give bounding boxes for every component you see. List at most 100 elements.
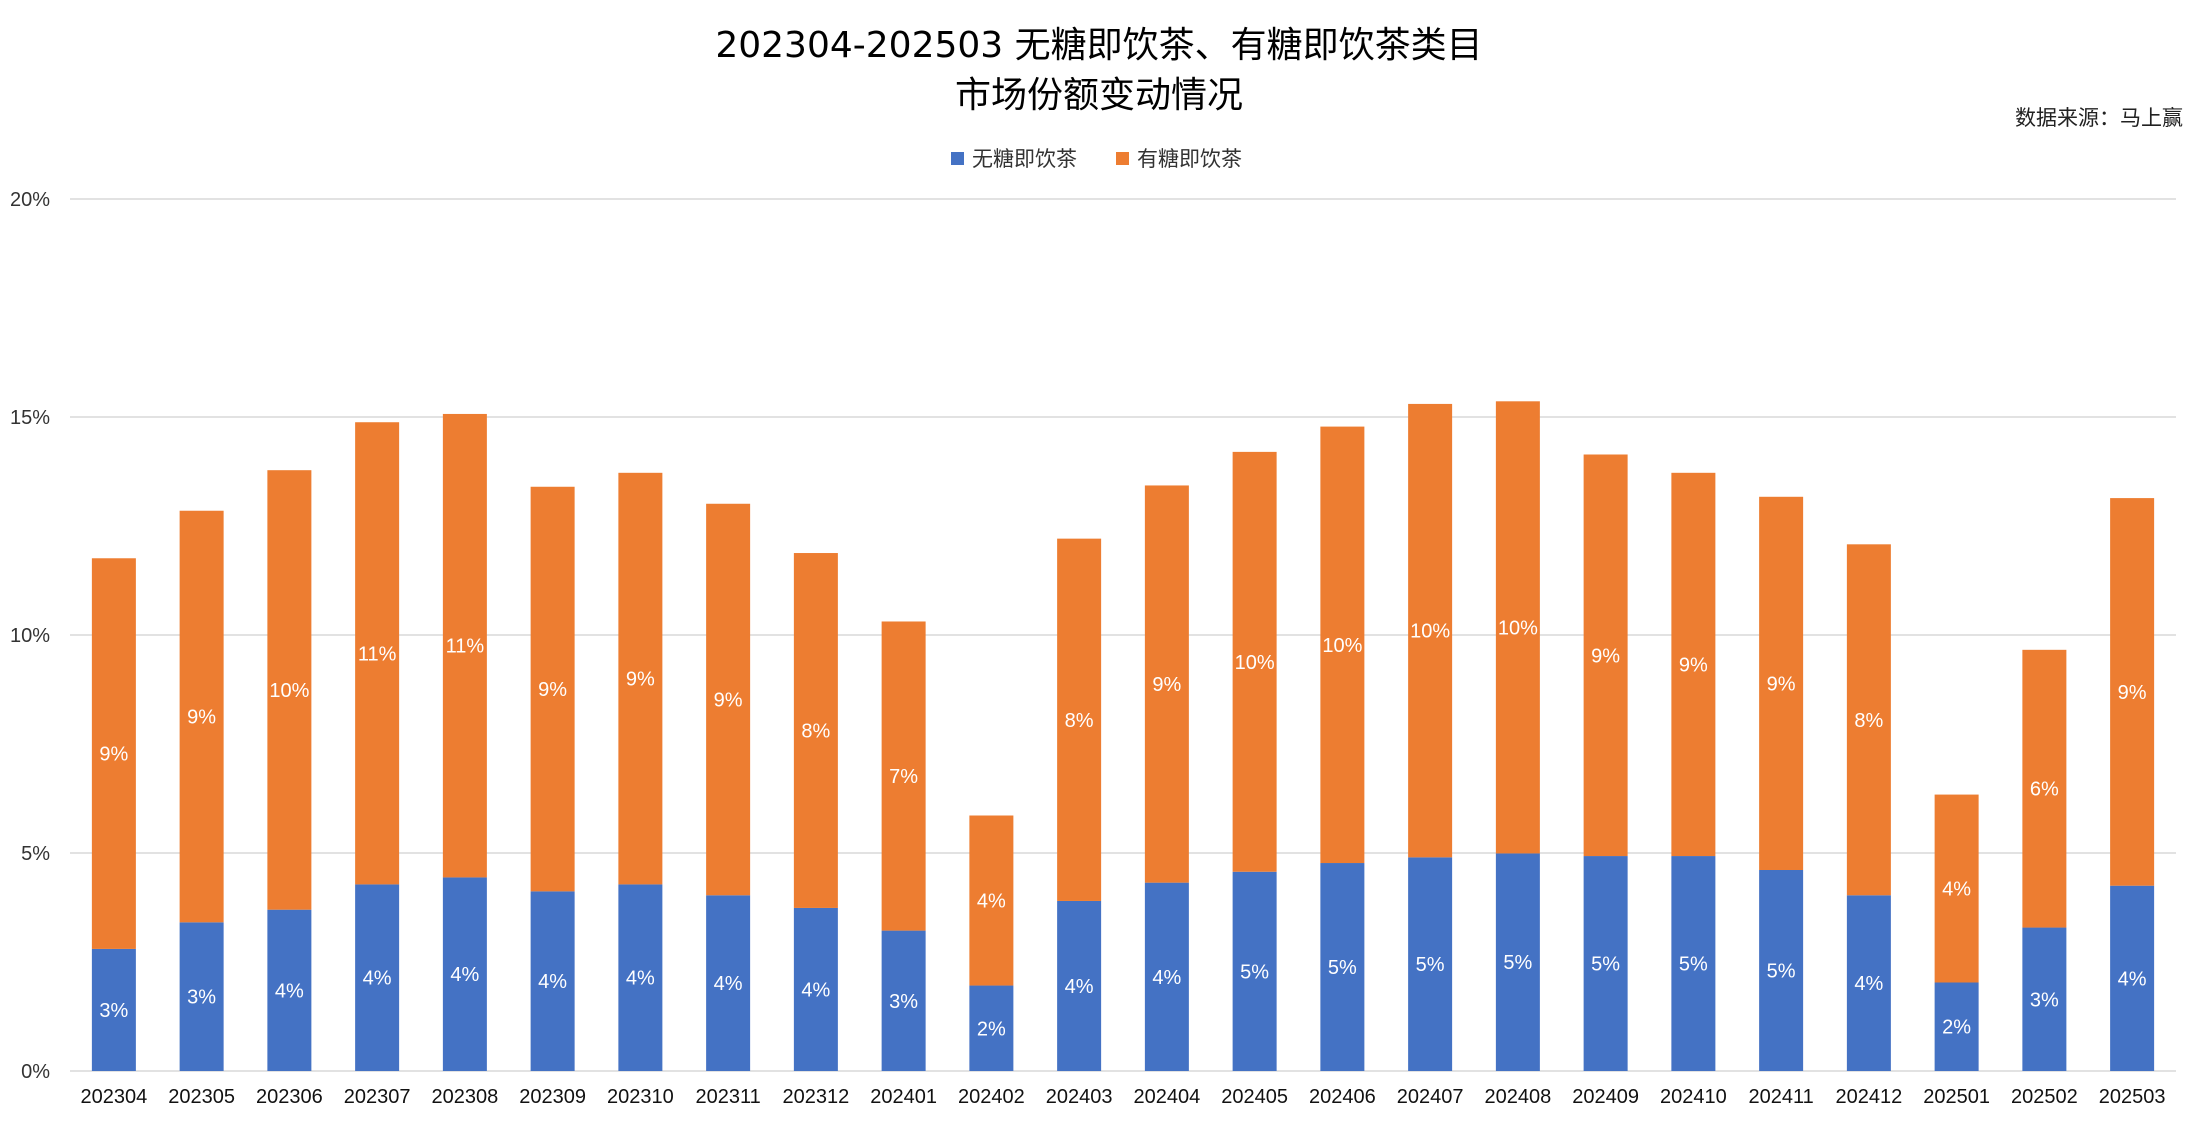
data-label-sugared: 9% <box>1152 674 1181 696</box>
legend-label-sugared: 有糖即饮茶 <box>1137 147 1242 171</box>
bar-segment-sugar-free <box>1495 853 1540 1071</box>
bar-segment-sugared <box>1057 538 1102 901</box>
data-label-sugar-free: 5% <box>1240 961 1269 983</box>
data-label-sugar-free: 4% <box>538 971 567 993</box>
data-label-sugar-free: 2% <box>1942 1017 1971 1039</box>
bar-segment-sugar-free <box>706 895 751 1071</box>
x-category-label: 202503 <box>2099 1086 2166 1108</box>
data-label-sugar-free: 4% <box>275 980 304 1002</box>
data-label-sugared: 8% <box>801 720 830 742</box>
data-label-sugar-free: 5% <box>1591 954 1620 976</box>
data-label-sugar-free: 5% <box>1767 961 1796 983</box>
bar-segment-sugar-free <box>442 877 487 1071</box>
x-category-label: 202304 <box>81 1086 148 1108</box>
bar-segment-sugared <box>706 503 751 896</box>
bars <box>91 401 2155 1071</box>
x-category-label: 202310 <box>607 1086 674 1108</box>
legend-item-sugar-free: 无糖即饮茶 <box>951 147 1077 171</box>
data-label-sugared: 9% <box>626 669 655 691</box>
bar-segment-sugared <box>618 472 663 885</box>
bar-segment-sugared <box>793 553 838 908</box>
data-label-sugared: 9% <box>2118 682 2147 704</box>
data-label-sugar-free: 3% <box>2030 989 2059 1011</box>
data-label-sugar-free: 4% <box>1065 976 1094 998</box>
bar-segment-sugared <box>530 486 575 892</box>
bar-segment-sugared <box>179 510 224 923</box>
data-label-sugar-free: 5% <box>1416 954 1445 976</box>
x-category-label: 202409 <box>1572 1086 1639 1108</box>
data-label-sugar-free: 4% <box>1854 973 1883 995</box>
data-label-sugared: 6% <box>2030 779 2059 801</box>
data-label-sugared: 9% <box>1767 673 1796 695</box>
x-category-label: 202306 <box>256 1086 323 1108</box>
data-label-sugar-free: 5% <box>1679 954 1708 976</box>
data-label-sugared: 9% <box>538 679 567 701</box>
data-label-sugared: 10% <box>1235 652 1275 674</box>
x-category-label: 202405 <box>1221 1086 1288 1108</box>
data-label-sugar-free: 4% <box>450 964 479 986</box>
bar-segment-sugar-free <box>355 884 400 1071</box>
gridlines <box>70 198 2176 1072</box>
x-category-label: 202406 <box>1309 1086 1376 1108</box>
bar-segment-sugared <box>1934 794 1979 983</box>
y-tick-label: 10% <box>10 625 50 647</box>
data-label-sugared: 11% <box>446 636 485 658</box>
bar-segment-sugar-free <box>1057 900 1102 1071</box>
bar-segment-sugar-free <box>2022 927 2067 1071</box>
x-category-label: 202501 <box>1923 1086 1990 1108</box>
data-label-sugared: 4% <box>977 891 1006 913</box>
legend: 无糖即饮茶 有糖即饮茶 <box>951 147 1242 171</box>
bar-segment-sugared <box>1144 485 1189 883</box>
bar-segment-sugared <box>442 413 487 878</box>
bar-segment-sugar-free <box>793 907 838 1071</box>
data-label-sugar-free: 4% <box>801 979 830 1001</box>
data-label-sugar-free: 5% <box>1328 957 1357 979</box>
x-category-label: 202404 <box>1134 1086 1201 1108</box>
data-labels: 3% 9% 3% 9% 4% 10% 4% 11% 4% 11% 4% 9% 4% 9% 4% 9% 4% 8% 3… <box>99 617 2146 1040</box>
x-category-label: 202502 <box>2011 1086 2078 1108</box>
y-tick-label: 5% <box>21 843 50 865</box>
bar-segment-sugared <box>1583 454 1628 857</box>
data-label-sugared: 10% <box>1410 621 1450 643</box>
bar-segment-sugar-free <box>1408 857 1453 1071</box>
x-category-label: 202401 <box>870 1086 937 1108</box>
y-tick-label: 0% <box>21 1061 50 1083</box>
bar-segment-sugar-free <box>1144 882 1189 1071</box>
bar-segment-sugar-free <box>530 891 575 1071</box>
data-label-sugared: 8% <box>1854 710 1883 732</box>
x-category-label: 202407 <box>1397 1086 1464 1108</box>
bar-segment-sugared <box>1495 401 1540 854</box>
data-label-sugar-free: 4% <box>2118 968 2147 990</box>
x-category-label: 202412 <box>1836 1086 1903 1108</box>
chart-title-line-1: 202304-202503 无糖即饮茶、有糖即饮茶类目 <box>715 25 1482 66</box>
data-label-sugared: 8% <box>1065 710 1094 732</box>
x-category-label: 202308 <box>432 1086 499 1108</box>
bar-segment-sugar-free <box>91 948 136 1071</box>
bar-segment-sugared <box>1320 426 1365 864</box>
x-category-label: 202403 <box>1046 1086 1113 1108</box>
legend-swatch-sugar-free <box>951 152 964 165</box>
bar-segment-sugar-free <box>179 922 224 1071</box>
bar-segment-sugared <box>267 470 312 910</box>
bar-segment-sugar-free <box>1934 982 1979 1071</box>
x-category-label: 202402 <box>958 1086 1025 1108</box>
bar-segment-sugared <box>91 558 136 949</box>
data-label-sugared: 4% <box>1942 879 1971 901</box>
bar-segment-sugar-free <box>267 909 312 1071</box>
x-category-label: 202309 <box>519 1086 586 1108</box>
chart-title-line-2: 市场份额变动情况 <box>955 75 1243 116</box>
bar-segment-sugar-free <box>1232 871 1277 1071</box>
bar-segment-sugar-free <box>1320 863 1365 1071</box>
data-label-sugared: 10% <box>269 680 309 702</box>
data-label-sugared: 9% <box>187 707 216 729</box>
data-label-sugared: 9% <box>1591 645 1620 667</box>
bar-segment-sugar-free <box>618 884 663 1071</box>
bar-segment-sugared <box>2022 649 2067 928</box>
y-axis-tick-labels: 0% 5% 10% 15% 20% <box>10 189 50 1083</box>
bar-segment-sugar-free <box>881 930 926 1071</box>
bar-segment-sugar-free <box>1583 856 1628 1071</box>
data-label-sugar-free: 4% <box>363 968 392 990</box>
bar-segment-sugared <box>1671 472 1716 857</box>
